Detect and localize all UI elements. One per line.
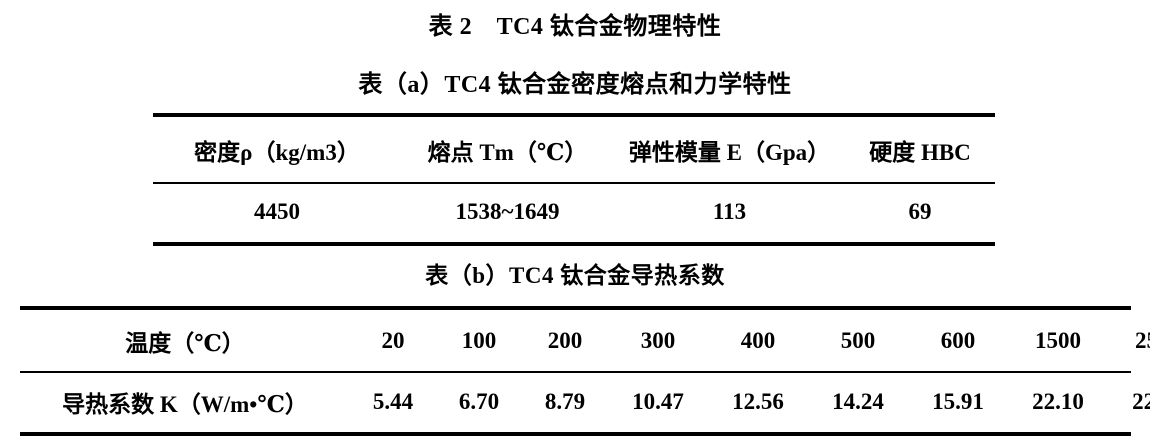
table-b-conductivity-8: 22.20 [1132,388,1150,414]
table-a-value-hardness: 69 [908,199,932,224]
table-b-bottom-rule [20,432,1131,436]
table-a-header-density: 密度ρ（kg/m3） [194,139,360,165]
table-a-header-elastic-modulus: 弹性模量 E（Gpa） [628,139,831,165]
table-b-temperature-0: 20 [381,327,405,353]
table-b-caption: 表（b）TC4 钛合金导热系数 [425,263,725,288]
table-a-header-row: 密度ρ（kg/m3） 熔点 Tm（℃） 弹性模量 E（Gpa） 硬度 HBC [153,117,995,182]
table-b-temperature-4: 400 [740,327,776,353]
table-b-conductivity-4: 12.56 [732,388,784,414]
table-a-header-hardness: 硬度 HBC [869,139,971,165]
table-b-temperature-8: 2500 [1135,327,1150,353]
table-b-conductivity-row: 导热系数 K（W/m•℃） 5.44 6.70 8.79 10.47 12.56… [20,371,1150,432]
table-a-value-elastic-modulus: 113 [712,199,747,224]
table-b-conductivity-0: 5.44 [372,388,414,414]
table-b-temperature-5: 500 [840,327,876,353]
table-a-header-melting-point: 熔点 Tm（℃） [427,139,588,165]
table-b-label-temperature: 温度（℃） [125,330,245,356]
table-b-top-rule [20,306,1131,310]
table-b-middle-rule [20,371,1131,373]
table-b-temperature-3: 300 [640,327,676,353]
table-b-conductivity-1: 6.70 [458,388,500,414]
table-a-value-melting-point: 1538~1649 [455,199,560,224]
table-b-temperature-1: 100 [461,327,497,353]
table-a: 密度ρ（kg/m3） 熔点 Tm（℃） 弹性模量 E（Gpa） 硬度 HBC 4… [153,117,995,242]
table-row: 4450 1538~1649 113 69 [153,182,995,242]
table-b-temperature-6: 600 [940,327,976,353]
table-b-conductivity-5: 14.24 [832,388,884,414]
table-b-conductivity-3: 10.47 [632,388,684,414]
table-a-bottom-rule [153,242,995,246]
page-title: 表 2 TC4 钛合金物理特性 [428,14,722,40]
table-b-conductivity-7: 22.10 [1032,388,1084,414]
table-b-temperature-2: 200 [547,327,583,353]
table-b-temperature-7: 1500 [1035,327,1081,353]
table-b-temperature-row: 温度（℃） 20 100 200 300 400 500 600 1500 25… [20,310,1150,371]
table-b-label-conductivity: 导热系数 K（W/m•℃） [62,391,308,417]
table-b: 温度（℃） 20 100 200 300 400 500 600 1500 25… [20,310,1150,432]
table-a-value-density: 4450 [254,199,300,224]
table-b-conductivity-6: 15.91 [932,388,984,414]
table-a-header-rule [153,182,995,184]
table-a-top-rule [153,113,995,117]
table-b-conductivity-2: 8.79 [544,388,586,414]
table-a-caption: 表（a）TC4 钛合金密度熔点和力学特性 [358,72,792,98]
